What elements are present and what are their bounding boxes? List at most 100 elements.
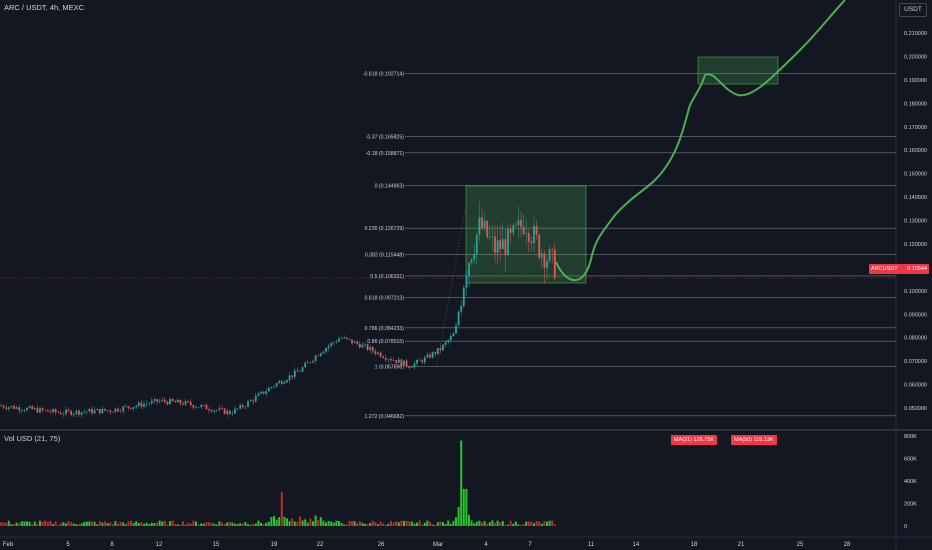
candle-body <box>546 260 548 268</box>
volume-bar <box>130 520 132 526</box>
candle-body <box>98 409 101 414</box>
volume-bar <box>457 506 460 526</box>
candle-body <box>26 407 28 411</box>
candle-body <box>278 381 281 384</box>
volume-bar <box>215 524 218 526</box>
candle-body <box>431 352 434 358</box>
time-axis-tick: 28 <box>844 542 851 548</box>
candle-body <box>478 217 481 235</box>
volume-bar <box>392 522 395 526</box>
candle-body <box>496 240 499 253</box>
candle-body <box>41 408 44 411</box>
volume-bar <box>408 521 411 526</box>
volume-indicator-label: Vol USD (21, 75) <box>4 434 61 443</box>
volume-bar <box>163 520 166 526</box>
candle-body <box>31 406 34 410</box>
candle-body <box>208 409 210 411</box>
trend-line <box>436 204 467 366</box>
volume-bar <box>195 521 197 526</box>
candle-body <box>75 410 78 414</box>
candle-body <box>13 406 15 409</box>
candle-body <box>83 411 86 413</box>
candle-body <box>93 410 96 414</box>
volume-axis-tick: 400K <box>904 479 917 485</box>
volume-bar <box>137 522 140 526</box>
candle-body <box>267 388 270 392</box>
candle-body <box>124 406 127 407</box>
candle-body <box>397 359 400 363</box>
candle-body <box>377 352 379 354</box>
candle-body <box>335 341 338 343</box>
chart-title: ARC / USDT, 4h, MEXC <box>4 3 85 12</box>
target-box[interactable] <box>697 56 779 85</box>
volume-bar <box>283 516 286 526</box>
volume-bar <box>96 524 99 526</box>
volume-bar <box>309 518 312 526</box>
volume-bar <box>257 520 260 526</box>
candle-body <box>416 359 418 364</box>
candle-body <box>291 375 294 377</box>
volume-bar <box>189 523 192 526</box>
volume-bar <box>234 523 236 526</box>
candle-body <box>223 408 226 414</box>
candle-body <box>465 275 468 288</box>
candle-body <box>364 344 366 345</box>
candle-body <box>106 410 109 412</box>
candle-body <box>374 351 377 354</box>
volume-bar <box>405 520 408 526</box>
candle-body <box>330 342 333 346</box>
volume-bar <box>254 523 257 526</box>
volume-bar <box>98 521 101 526</box>
time-axis-tick: 7 <box>528 542 532 548</box>
candle-body <box>499 240 502 250</box>
volume-bar <box>210 522 213 526</box>
volume-bar <box>93 521 96 526</box>
volume-bar <box>267 521 270 526</box>
candle-body <box>254 395 257 402</box>
volume-bar <box>509 520 512 526</box>
candle-body <box>327 345 330 349</box>
volume-bar <box>278 517 281 526</box>
currency-unit-button[interactable]: USDT <box>899 3 927 17</box>
fib-level-label: -0.18 (0.158871) <box>366 151 405 157</box>
candle-body <box>449 336 452 341</box>
candle-body <box>23 410 26 411</box>
volume-bar <box>244 522 247 526</box>
projection-path[interactable] <box>555 0 846 282</box>
volume-bar <box>353 521 356 526</box>
time-axis-tick: 12 <box>156 542 163 548</box>
volume-bar <box>85 521 88 526</box>
candle-body <box>361 344 364 348</box>
volume-bar <box>161 521 164 526</box>
ma21-tag: MA(21) 126.75K <box>671 435 718 445</box>
candle-body <box>46 410 49 412</box>
candle-body <box>2 405 5 408</box>
candle-body <box>512 225 515 233</box>
candle-body <box>486 220 489 237</box>
volume-bar <box>512 523 515 526</box>
volume-bar <box>184 524 187 526</box>
candle-body <box>491 236 494 238</box>
time-axis-tick: 25 <box>797 542 804 548</box>
candle-body <box>215 409 218 411</box>
candle-body <box>514 225 517 226</box>
candle-body <box>520 220 522 227</box>
candle-body <box>343 337 346 339</box>
candle-body <box>553 249 556 279</box>
candle-body <box>504 239 507 256</box>
candle-body <box>200 405 203 408</box>
volume-bar <box>540 523 543 526</box>
candle-body <box>78 410 80 415</box>
candle-body <box>507 228 509 256</box>
volume-bar <box>395 521 398 526</box>
volume-bar <box>119 521 122 526</box>
candle-body <box>369 347 372 350</box>
volume-bar <box>514 521 517 526</box>
volume-bar <box>260 522 262 526</box>
candle-body <box>210 410 213 412</box>
volume-bar <box>88 521 91 526</box>
time-axis-tick: 22 <box>317 542 324 548</box>
candle-body <box>260 391 262 394</box>
volume-bar <box>364 523 366 526</box>
